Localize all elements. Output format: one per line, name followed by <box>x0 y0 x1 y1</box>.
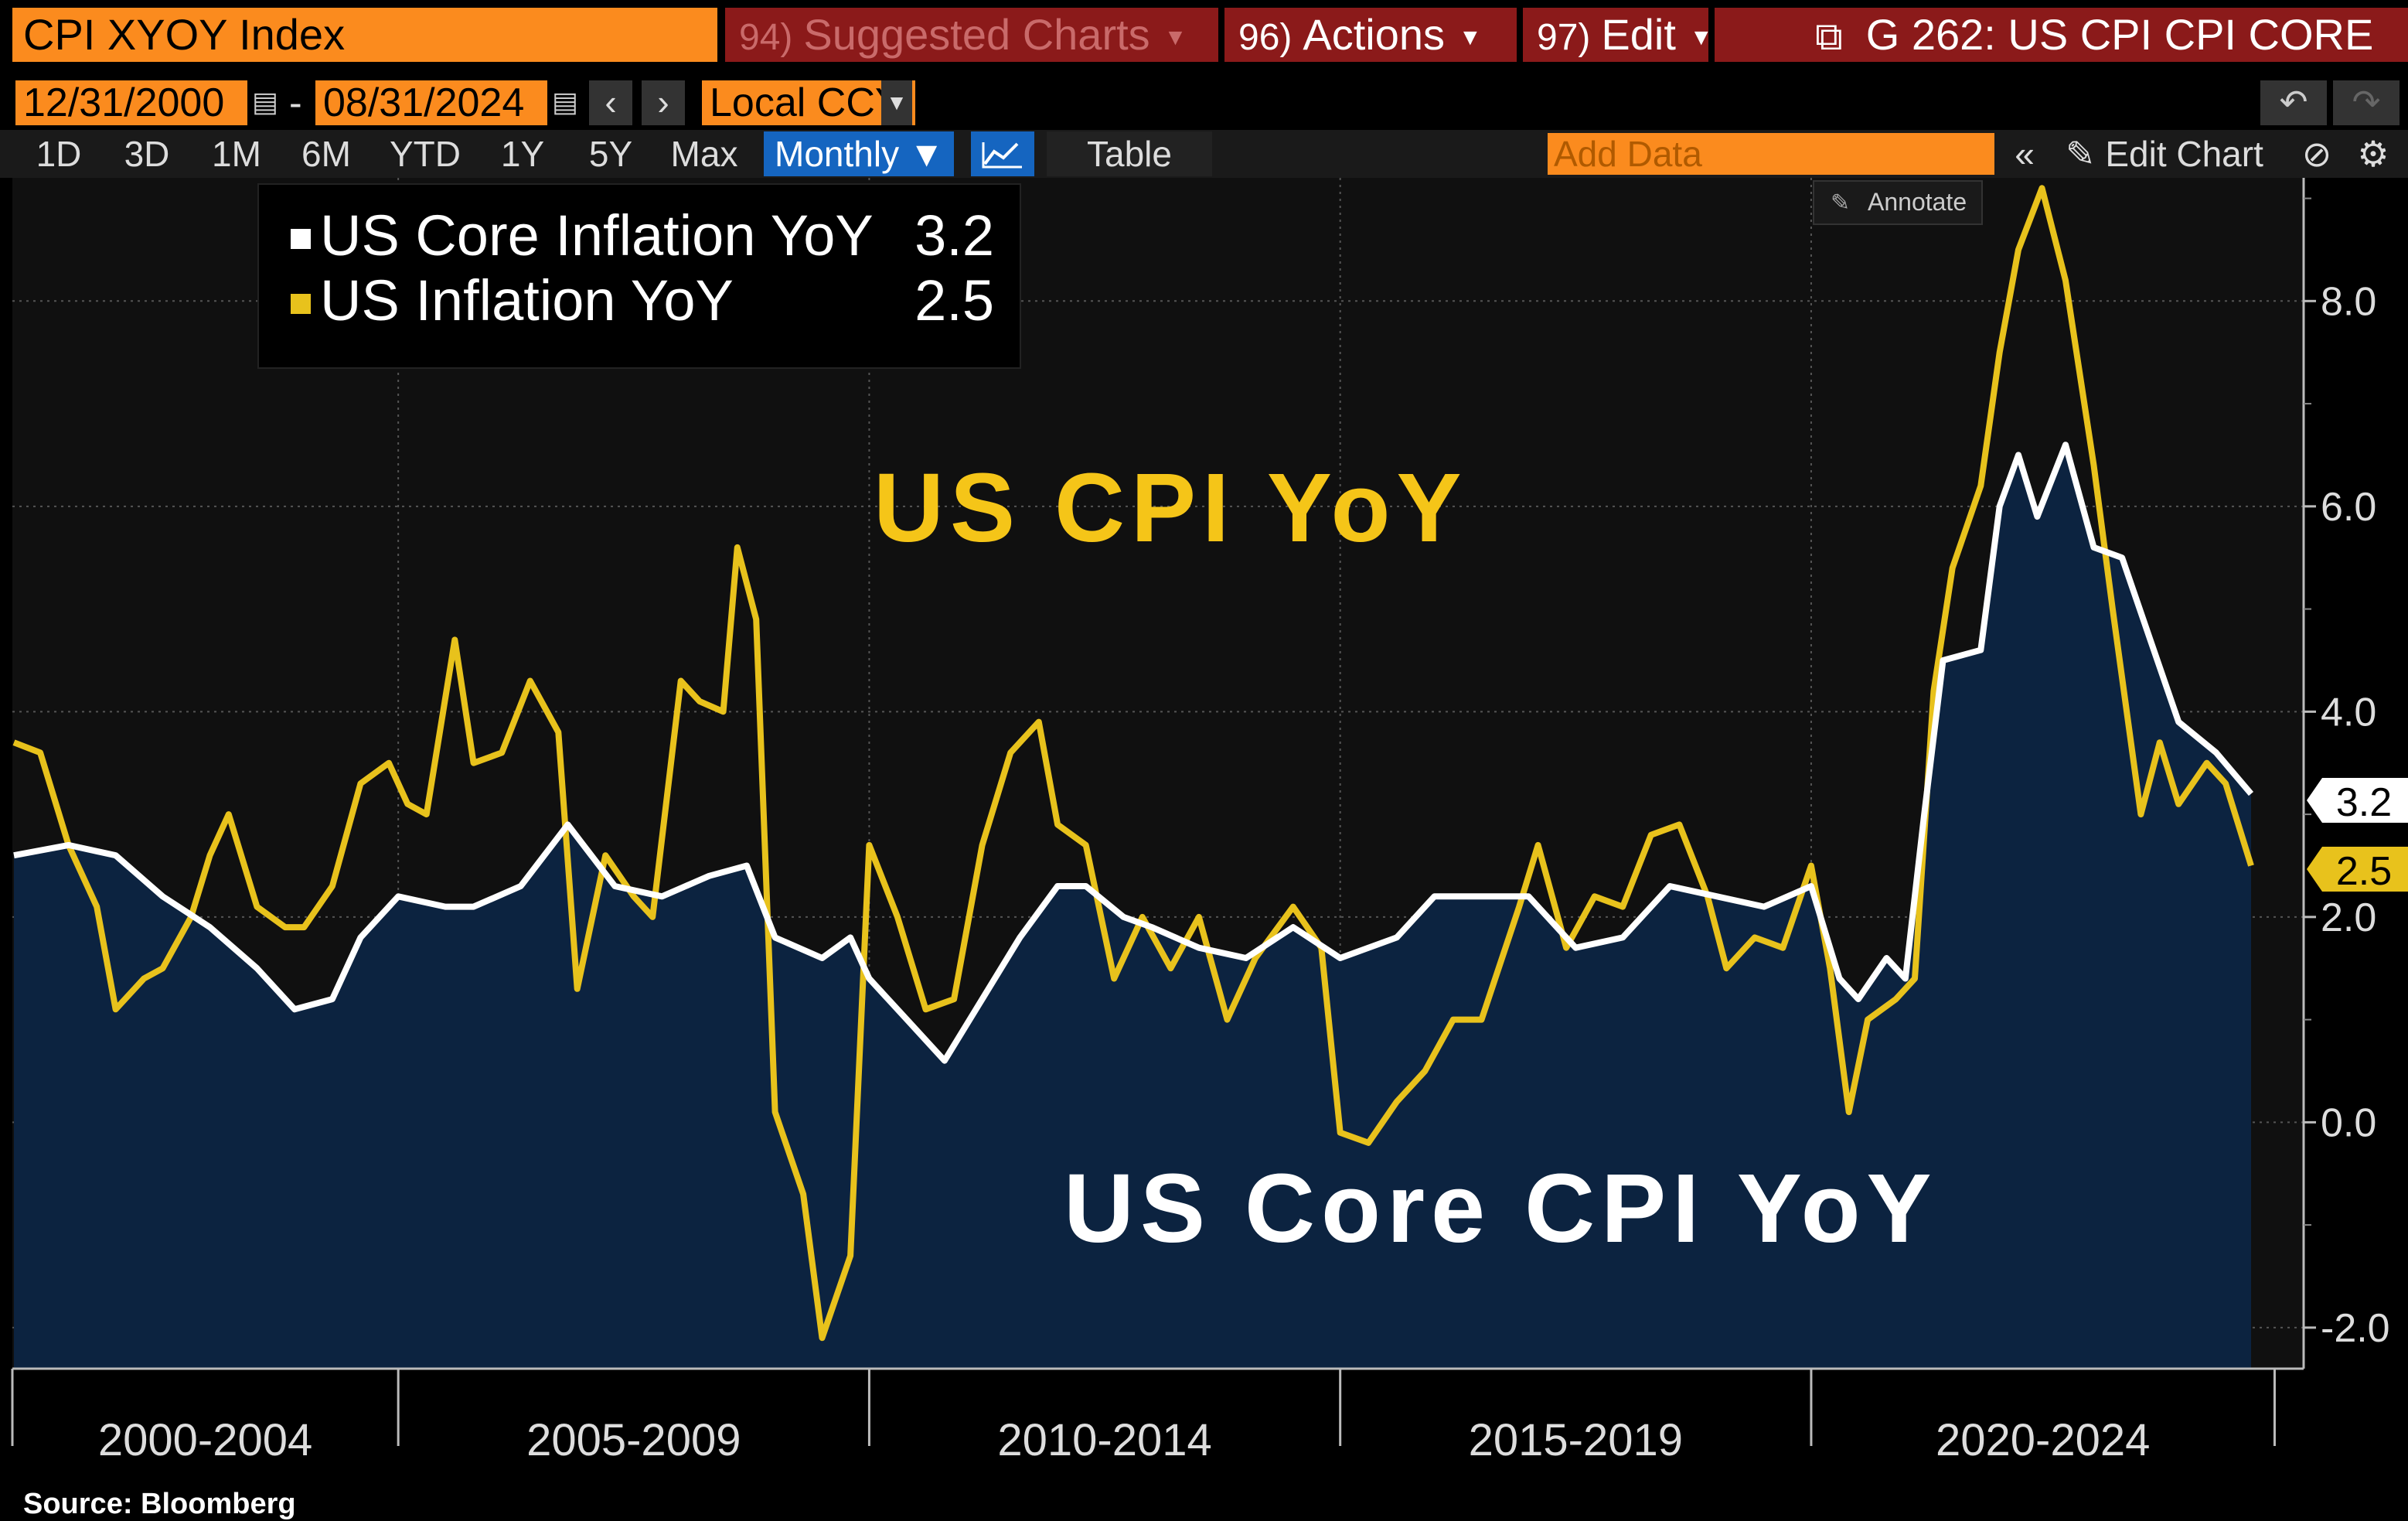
core-overlay-title: US Core CPI YoY <box>1064 1154 1938 1263</box>
headline-last-value-badge: 2.5 <box>2307 847 2408 894</box>
chart[interactable]: -2.00.02.04.06.08.0 2000-2004 2005-2009 20… <box>0 178 2408 1521</box>
annotate-button-bg <box>1813 180 1983 225</box>
x-period-label: 2020-2024 <box>1936 1415 2150 1465</box>
range-1d[interactable]: 1D <box>36 134 82 174</box>
legend-swatch-headline <box>291 294 311 314</box>
x-period-label: 2010-2014 <box>997 1415 1211 1465</box>
edit-chart-label: Edit Chart <box>2105 134 2263 174</box>
source-label: Source: Bloomberg <box>23 1488 296 1520</box>
y-tick-label: 0.0 <box>2321 1100 2376 1145</box>
currency-select[interactable]: Local CCY ▼ <box>702 80 915 125</box>
suggested-num: 94) <box>739 17 793 58</box>
ticker-input[interactable]: CPI XYOY Index <box>12 8 717 62</box>
legend-value-headline: 2.5 <box>914 268 994 333</box>
edit-label: Edit <box>1601 10 1676 59</box>
legend-label-headline: US Inflation YoY <box>320 268 734 333</box>
x-period-label: 2005-2009 <box>526 1415 741 1465</box>
y-tick-label: 2.0 <box>2321 895 2376 940</box>
legend-box <box>257 183 1021 369</box>
range-5y[interactable]: 5Y <box>588 134 633 174</box>
core-area-fill <box>14 445 2251 1369</box>
x-period-label: 2015-2019 <box>1469 1415 1683 1465</box>
annotate-pencil-icon: ✎ <box>1831 190 1850 216</box>
range-max[interactable]: Max <box>670 134 738 174</box>
y-tick-label: 4.0 <box>2321 690 2376 735</box>
chart-title-bar: ⧉ G 262: US CPI CPI CORE <box>1715 8 2408 62</box>
redo-button[interactable]: ↷ <box>2333 80 2399 125</box>
legend-swatch-core <box>291 229 311 249</box>
actions-label: Actions <box>1303 10 1446 59</box>
calendar-icon[interactable]: ▤ <box>252 86 279 118</box>
chart-title: G 262: US CPI CPI CORE <box>1865 10 2374 59</box>
annotate-button[interactable]: ✎ Annotate <box>1813 180 1983 225</box>
chevron-down-icon: ▼ <box>881 80 912 125</box>
format-icon[interactable]: ⊘ <box>2301 134 2332 174</box>
undo-button[interactable]: ↶ <box>2260 80 2327 125</box>
suggested-charts-menu[interactable]: 94) Suggested Charts ▼ <box>725 8 1218 62</box>
y-axis: -2.0 0.0 2.0 4.0 6.0 8.0 <box>2302 178 2390 1369</box>
chevron-down-icon: ▼ <box>1163 25 1187 51</box>
x-period-label: 2000-2004 <box>98 1415 312 1465</box>
cpi-overlay-title: US CPI YoY <box>874 453 1468 562</box>
core-last-value-badge: 3.2 <box>2307 778 2408 825</box>
gear-icon[interactable]: ⚙ <box>2357 134 2389 174</box>
core-series-line[interactable] <box>13 442 2254 1064</box>
calendar-icon[interactable]: ▤ <box>552 86 579 118</box>
chevron-down-icon: ▼ <box>1459 25 1482 51</box>
end-date-input[interactable]: 08/31/2024 <box>315 80 547 125</box>
pencil-icon: ✎ <box>2066 134 2096 174</box>
collapse-icon[interactable]: « <box>2015 134 2035 174</box>
edit-chart-button[interactable]: ✎ Edit Chart <box>2066 130 2263 178</box>
y-tick-label: 8.0 <box>2321 279 2376 324</box>
actions-num: 96) <box>1238 17 1293 58</box>
y-tick-label: 6.0 <box>2321 485 2376 530</box>
edit-num: 97) <box>1537 17 1591 58</box>
start-date-input[interactable]: 12/31/2000 <box>15 80 247 125</box>
core-badge-shape <box>2307 778 2408 823</box>
y-tick-label: -2.0 <box>2321 1306 2390 1351</box>
suggested-label: Suggested Charts <box>803 10 1150 59</box>
range-1m[interactable]: 1M <box>212 134 261 174</box>
legend-value-core: 3.2 <box>914 203 994 268</box>
legend-label-core: US Core Inflation YoY <box>320 203 874 268</box>
next-period-button[interactable]: › <box>642 80 685 125</box>
edit-menu[interactable]: 97) Edit ▼ <box>1523 8 1713 62</box>
date-separator: - <box>289 81 302 124</box>
headline-badge-value: 2.5 <box>2336 849 2392 894</box>
core-badge-value: 3.2 <box>2336 780 2392 825</box>
frequency-value: Monthly <box>775 134 900 174</box>
popout-icon[interactable]: ⧉ <box>1815 15 1843 58</box>
chart-type-button[interactable] <box>971 131 1034 176</box>
x-axis: 2000-2004 2005-2009 2010-2014 2015-2019 2020… <box>11 1367 2304 1465</box>
headline-series-line[interactable] <box>12 185 2254 1342</box>
range-1y[interactable]: 1Y <box>500 134 545 174</box>
range-6m[interactable]: 6M <box>301 134 351 174</box>
legend: US Core Inflation YoY 3.2 US Inflation Y… <box>257 183 1021 369</box>
prev-period-button[interactable]: ‹ <box>589 80 632 125</box>
range-3d[interactable]: 3D <box>124 134 170 174</box>
headline-badge-shape <box>2307 847 2408 892</box>
actions-menu[interactable]: 96) Actions ▼ <box>1224 8 1517 62</box>
add-data-input[interactable]: Add Data <box>1548 133 1994 175</box>
range-ytd[interactable]: YTD <box>390 134 461 174</box>
chevron-down-icon: ▼ <box>1689 25 1713 51</box>
line-chart-icon <box>982 142 1022 169</box>
frequency-select[interactable]: Monthly ▼ <box>764 131 954 176</box>
table-button[interactable]: Table <box>1047 131 1212 176</box>
annotate-label: Annotate <box>1868 188 1967 216</box>
currency-value: Local CCY <box>710 80 902 125</box>
chevron-down-icon: ▼ <box>908 134 945 174</box>
